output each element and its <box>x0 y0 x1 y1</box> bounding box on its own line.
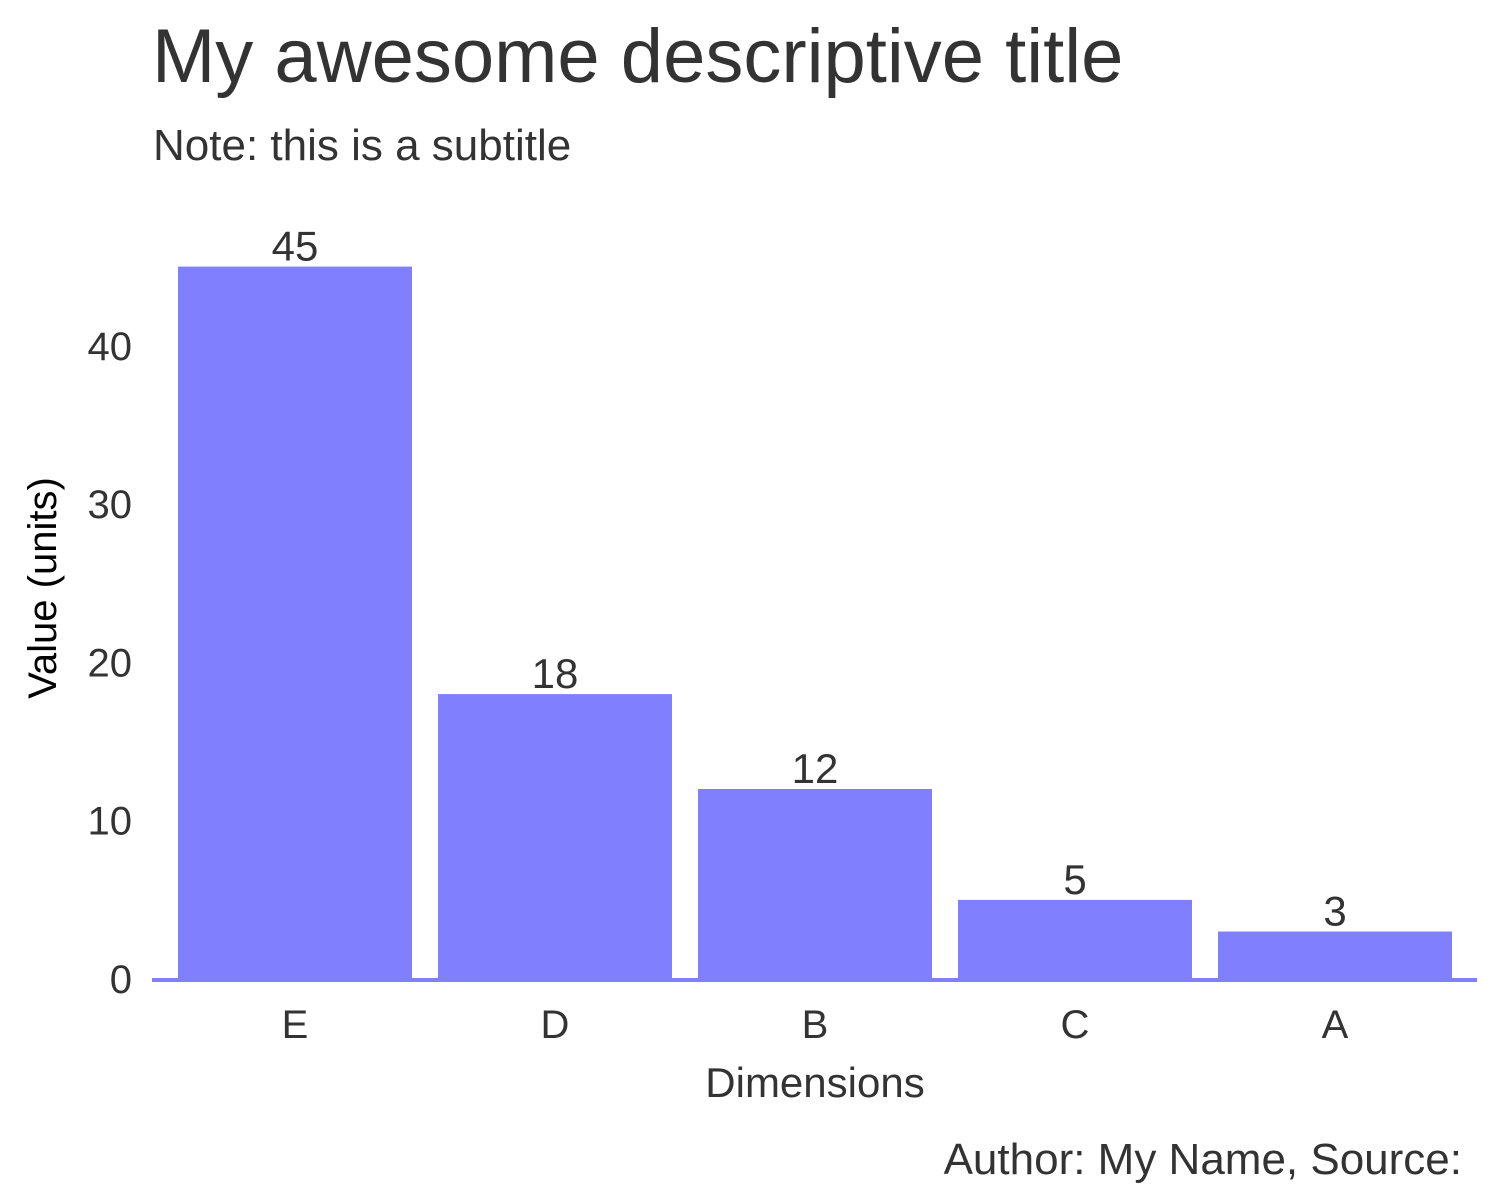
chart-caption: Author: My Name, Source: <box>944 1135 1462 1184</box>
y-axis-label: Value (units) <box>21 477 65 699</box>
y-tick-label-40: 40 <box>88 325 133 369</box>
bars-layer <box>178 266 1452 980</box>
x-axis-label: Dimensions <box>705 1059 924 1106</box>
bar-c <box>958 899 1192 979</box>
y-tick-label-0: 0 <box>110 958 132 1002</box>
x-tick-label-d: D <box>541 1003 570 1047</box>
chart-title: My awesome descriptive title <box>152 14 1123 99</box>
data-label-b: 12 <box>792 745 839 792</box>
x-tick-label-b: B <box>802 1003 829 1047</box>
bar-a <box>1218 931 1452 979</box>
data-labels-layer: 45 18 12 5 3 <box>272 223 1347 935</box>
x-tick-label-e: E <box>282 1003 309 1047</box>
bar-e <box>178 266 412 980</box>
bar-b <box>698 789 932 979</box>
data-label-c: 5 <box>1063 856 1086 903</box>
x-tick-label-c: C <box>1061 1003 1090 1047</box>
y-tick-label-20: 20 <box>88 641 133 685</box>
y-axis-ticks: 0 10 20 30 40 <box>88 325 133 1002</box>
data-label-d: 18 <box>532 650 579 697</box>
y-tick-label-10: 10 <box>88 800 133 844</box>
bar-d <box>438 694 672 979</box>
chart-subtitle: Note: this is a subtitle <box>153 121 571 170</box>
x-tick-label-a: A <box>1322 1003 1349 1047</box>
data-label-e: 45 <box>272 223 319 270</box>
data-label-a: 3 <box>1323 888 1346 935</box>
y-tick-label-30: 30 <box>88 483 133 527</box>
